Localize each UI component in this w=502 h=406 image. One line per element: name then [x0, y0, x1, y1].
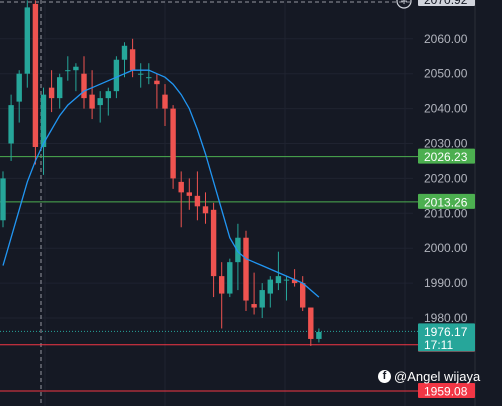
candle-body: [8, 105, 14, 144]
candle-body: [57, 77, 63, 99]
candle-body: [32, 3, 39, 147]
candle-body: [251, 304, 257, 308]
watermark: f @Angel wijaya: [378, 369, 480, 384]
candle-body: [0, 178, 6, 221]
candle-body: [162, 94, 168, 109]
price-tick-label: 2060.00: [424, 32, 468, 46]
candle-body: [154, 80, 160, 85]
candle-body: [194, 195, 201, 207]
candle-body: [16, 73, 22, 102]
candle-body: [40, 94, 47, 147]
svg-text:1976.17: 1976.17: [424, 325, 468, 339]
candle-body: [97, 98, 103, 106]
candle-body: [267, 279, 273, 294]
price-tick-label: 1990.00: [424, 276, 468, 290]
candle-body: [89, 94, 95, 109]
candle-body: [73, 66, 79, 71]
candle-body: [202, 206, 209, 214]
candle-body: [227, 262, 233, 294]
candle-body: [129, 49, 136, 71]
candle-body: [170, 108, 176, 179]
plus-icon: +: [400, 0, 407, 8]
price-axis: 1980.00 1990.00 2000.00 2010.00 2020.00 2030.…: [424, 32, 468, 325]
chart-grid: [0, 0, 413, 406]
candle-body: [105, 91, 111, 99]
candle-body: [243, 237, 249, 301]
price-tags: 2026.232013.261972.351959.081976.1717:11…: [418, 0, 475, 399]
horizontal-lines: [0, 156, 475, 392]
plus-button[interactable]: +: [396, 0, 412, 9]
candle-body: [259, 290, 265, 308]
candle-body: [291, 279, 298, 284]
candle-body: [275, 276, 282, 284]
svg-text:17:11: 17:11: [424, 338, 453, 352]
candle-body: [65, 70, 71, 72]
candles: [0, 0, 322, 346]
facebook-icon: f: [378, 370, 391, 383]
price-tick-label: 2030.00: [424, 137, 468, 151]
price-tick-label: 2050.00: [424, 67, 468, 81]
price-tag: 1959.08: [418, 383, 475, 399]
candle-body: [113, 59, 120, 92]
svg-text:2070.92: 2070.92: [424, 0, 468, 7]
moving-average-line: [2, 69, 320, 298]
price-tick-label: 2020.00: [424, 171, 468, 185]
candle-body: [308, 307, 314, 339]
candle-body: [178, 181, 184, 193]
price-tick-label: 2040.00: [424, 102, 468, 116]
candle-body: [81, 73, 87, 99]
price-tick-label: 1980.00: [424, 311, 468, 325]
price-tick-label: 2010.00: [424, 206, 468, 220]
svg-text:1959.08: 1959.08: [424, 385, 468, 399]
candle-body: [316, 331, 322, 339]
svg-text:2013.26: 2013.26: [424, 195, 468, 209]
top-price-tag: 2070.92: [418, 0, 475, 7]
candle-body: [48, 87, 55, 99]
candle-body: [235, 237, 241, 263]
candle-body: [186, 192, 192, 196]
price-tag: 2026.23: [418, 148, 475, 164]
candle-body: [219, 276, 225, 294]
watermark-text: @Angel wijaya: [394, 369, 481, 384]
candle-body: [210, 209, 217, 277]
svg-text:2026.23: 2026.23: [424, 150, 468, 164]
price-tick-label: 2000.00: [424, 241, 468, 255]
candle-body: [283, 279, 290, 281]
candle-body: [121, 45, 128, 60]
candle-body: [138, 73, 144, 75]
candle-body: [146, 77, 152, 79]
candle-body: [300, 283, 306, 308]
price-tag: 2013.26: [418, 193, 475, 209]
candle-body: [24, 7, 30, 74]
